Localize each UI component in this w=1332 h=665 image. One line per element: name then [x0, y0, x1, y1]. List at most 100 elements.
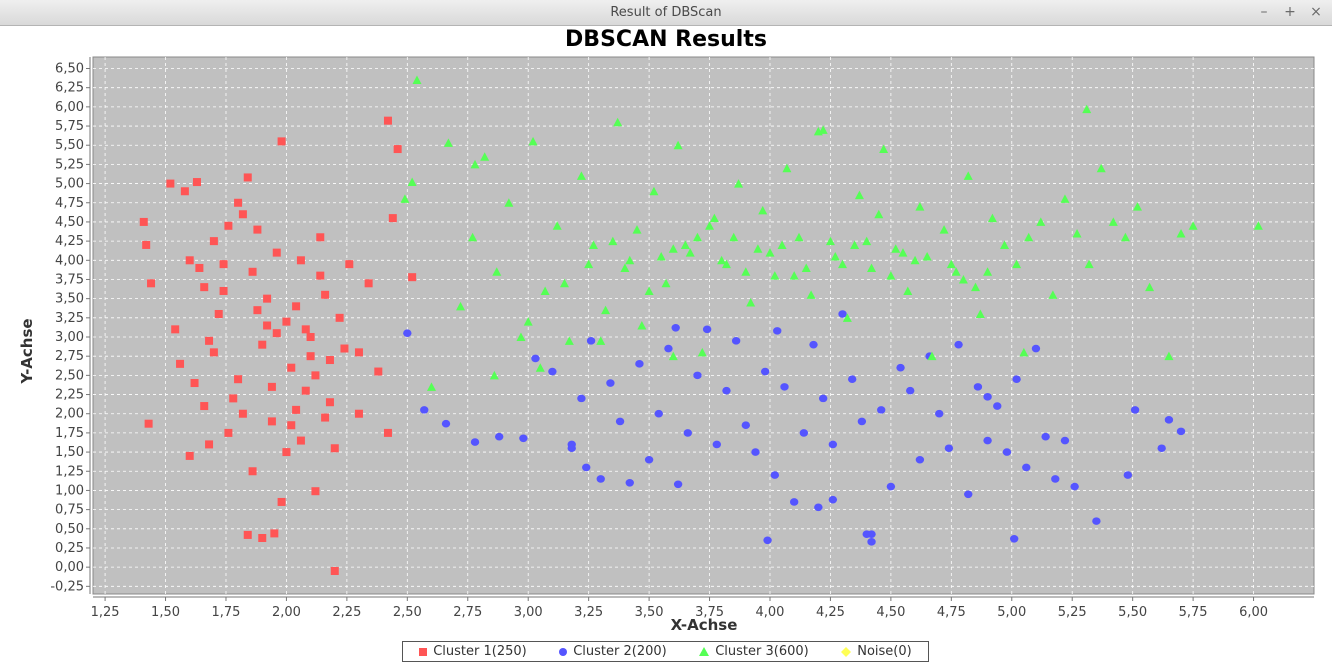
cluster3-point [1145, 282, 1155, 292]
axes: 1,25 1,50 1,75 2,00 2,25 2,50 2,75 3,00 3,25 3,50… [50, 57, 1314, 620]
cluster3-point [862, 236, 872, 246]
cluster1-point [180, 187, 189, 196]
cluster1-point [364, 279, 373, 288]
cluster1-point [267, 382, 276, 391]
cluster3-point [576, 171, 586, 180]
cluster2-point [531, 354, 540, 363]
cluster2-point [1070, 482, 1079, 491]
cluster2-point [548, 367, 557, 376]
cluster1-point [321, 413, 330, 422]
cluster2-point [519, 434, 528, 443]
cluster3-point [975, 309, 985, 318]
y-tick-label: 2,00 [55, 407, 84, 422]
x-tick-label: 5,25 [1058, 605, 1087, 620]
cluster2-point [1041, 432, 1050, 441]
cluster1-point [287, 363, 296, 372]
y-tick-label: 0,50 [55, 522, 84, 537]
cluster2-point [877, 406, 886, 414]
cluster3-point [915, 202, 925, 211]
cluster3-point [516, 332, 526, 342]
cluster2-point [403, 329, 412, 337]
cluster1-point [195, 263, 204, 272]
cluster3-point [951, 267, 961, 276]
cluster2-point [1092, 517, 1101, 525]
cluster3-point [661, 278, 671, 288]
cluster3-point [746, 297, 756, 307]
cluster1-point [209, 237, 218, 246]
cluster1-point [306, 352, 315, 361]
cluster3-point [765, 248, 775, 257]
cluster2-point [615, 417, 625, 426]
cluster1-point [238, 409, 247, 418]
cluster1-point [248, 467, 257, 476]
cluster3-point [842, 313, 852, 322]
cluster3-point [608, 236, 618, 246]
cluster3-point [1012, 259, 1022, 269]
cluster2-point [420, 406, 429, 414]
cluster2-point [596, 475, 605, 483]
x-tick-label: 1,25 [91, 605, 120, 620]
x-tick-label: 4,00 [756, 605, 785, 620]
legend-item-cluster3: Cluster 3(600) [699, 644, 809, 659]
cluster1-point [267, 417, 276, 426]
y-tick-label: 4,75 [55, 196, 84, 211]
cluster2-point [1130, 406, 1140, 414]
cluster3-point [644, 286, 654, 295]
close-button[interactable]: × [1310, 4, 1322, 20]
cluster2-point [828, 440, 838, 449]
cluster2-point [731, 337, 741, 345]
square-marker-icon [419, 647, 428, 656]
cluster1-point [272, 248, 281, 257]
cluster3-point [692, 232, 702, 242]
x-tick-label: 3,00 [514, 605, 543, 620]
cluster1-point [330, 566, 339, 575]
cluster1-point [270, 529, 279, 538]
x-tick-label: 3,50 [635, 605, 664, 620]
cluster2-point [773, 327, 782, 335]
maximize-button[interactable]: + [1284, 4, 1296, 20]
legend-label: Cluster 1(250) [433, 644, 527, 659]
cluster1-point [408, 273, 417, 282]
y-tick-label: 4,50 [55, 215, 84, 230]
cluster3-point [584, 259, 594, 269]
x-tick-label: 2,75 [453, 605, 482, 620]
x-axis-label: X-Achse [671, 616, 738, 634]
cluster1-point [388, 214, 397, 223]
cluster1-point [263, 294, 272, 303]
cluster2-point [838, 310, 847, 318]
cluster3-point [879, 144, 889, 154]
cluster3-point [656, 251, 666, 261]
cluster2-point [973, 383, 983, 391]
cluster3-point [903, 286, 913, 295]
cluster2-point [867, 538, 876, 546]
cluster1-point [311, 487, 320, 496]
y-tick-label: 5,75 [55, 119, 84, 134]
cluster1-point [253, 306, 262, 315]
cluster3-point [782, 163, 792, 173]
cluster3-point [794, 232, 804, 242]
cluster3-point [729, 232, 739, 242]
cluster1-point [393, 145, 402, 154]
cluster2-point [1009, 534, 1019, 543]
cluster2-point [857, 417, 867, 426]
cluster3-point [939, 225, 949, 234]
cluster3-point [818, 125, 828, 134]
cluster2-point [983, 393, 992, 401]
cluster1-point [292, 302, 301, 311]
cluster2-point [635, 360, 644, 368]
minimize-button[interactable]: – [1260, 4, 1268, 20]
cluster1-point [287, 421, 296, 430]
cluster3-point [958, 274, 968, 284]
cluster1-point [340, 344, 349, 353]
cluster3-point [443, 138, 453, 147]
cluster3-point [680, 240, 690, 249]
cluster3-point [867, 263, 877, 272]
cluster2-point [671, 324, 680, 332]
y-tick-label: 6,00 [55, 100, 84, 115]
cluster1-point [296, 256, 305, 265]
cluster1-point [209, 348, 218, 357]
chart-title: DBSCAN Results [565, 27, 767, 52]
cluster3-point [1082, 104, 1092, 114]
cluster2-point [664, 344, 673, 353]
cluster3-point [625, 255, 635, 265]
